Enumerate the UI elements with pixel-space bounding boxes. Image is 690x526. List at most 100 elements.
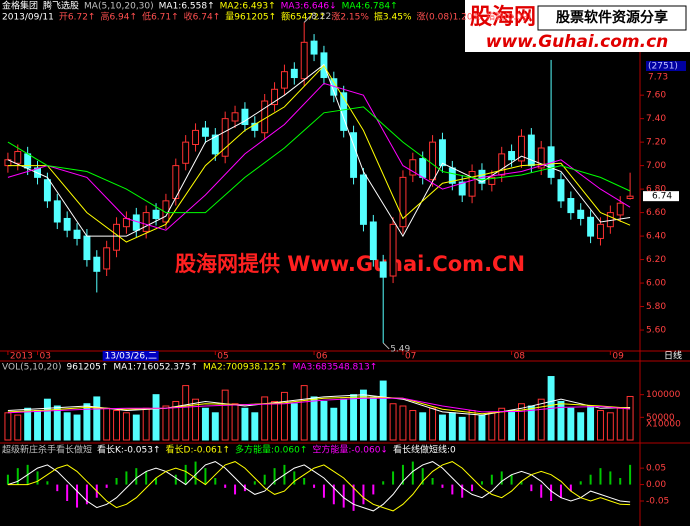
candle-body (458, 181, 466, 196)
cursor-label: 13/03/26,二 (105, 352, 157, 362)
header-item: 指数(0.09) (486, 11, 531, 23)
header-item: MA1:716052.375↑ (113, 363, 198, 373)
volume-bar (290, 403, 298, 441)
volume-bar (587, 405, 595, 441)
header-item: MA3:6.646↓ (281, 2, 337, 12)
volume-bar (399, 405, 407, 441)
header-item: MA4:6.784↑ (342, 2, 398, 12)
y-tick-label: 6.40 (646, 232, 666, 242)
header-item: 看长线做短线:0 (393, 444, 456, 456)
volume-bar (14, 414, 22, 441)
y-tick-label: 6.00 (646, 279, 666, 289)
volume-bar (429, 407, 437, 441)
candle-body (310, 40, 318, 55)
volume-ma-line (7, 397, 631, 414)
header-item: MA(5,10,20,30) (84, 2, 154, 12)
x-tick-label: 2013 (10, 352, 33, 362)
candle-body (399, 176, 407, 228)
volume-bar (330, 407, 338, 441)
logo-name: 股海网 (470, 4, 536, 30)
volume-bar (251, 412, 259, 441)
volume-bar (73, 414, 81, 441)
candle-body (498, 153, 506, 176)
y-tick-label: 0.00 (646, 480, 666, 490)
y-tick-label: 7.00 (646, 161, 666, 171)
volume-bar (537, 398, 545, 441)
annotation-leader (303, 15, 311, 23)
candle-body (113, 223, 121, 251)
candle-body (300, 41, 308, 80)
volume-bar (113, 410, 121, 441)
header-item: 高6.94↑ (100, 11, 137, 23)
header-item: 额65472↑ (281, 11, 326, 23)
volume-bar (280, 391, 288, 441)
candle-body (103, 247, 111, 270)
logo-slogan: 股票软件资源分享 (556, 9, 668, 26)
y-tick-label: 7.40 (646, 114, 666, 124)
candle-body (280, 71, 288, 89)
candle-body (83, 235, 91, 261)
candle-body (488, 176, 496, 185)
volume-bar (320, 400, 328, 441)
candle-body (231, 112, 239, 122)
volume-bar (241, 407, 249, 441)
candle-body (587, 216, 595, 237)
candle-body (132, 214, 140, 231)
candle-body (527, 134, 535, 167)
volume-bar (438, 414, 446, 441)
header-item: VOL(5,10,20) (2, 363, 61, 373)
volume-bar (34, 410, 41, 441)
volume-bar (300, 385, 308, 441)
volume-bar (43, 398, 51, 441)
volume-bar (201, 407, 209, 441)
volume-bar (152, 394, 160, 441)
candle-body (43, 179, 51, 202)
axis-note: 7.73 (648, 73, 668, 83)
y-tick-label: 6.80 (646, 185, 666, 195)
candle-body (438, 139, 446, 167)
candle-body (73, 229, 81, 239)
logo-slogan-box (537, 5, 687, 31)
x-tick-label: 05 (217, 352, 228, 362)
volume-bar (488, 412, 496, 441)
candle-body (468, 170, 476, 197)
volume-bar (162, 405, 170, 441)
volume-bar (172, 400, 180, 441)
header-item: MA3:683548.813↑ (293, 363, 378, 373)
candle-body (508, 151, 516, 161)
ma-line (7, 64, 631, 243)
volume-bar (517, 403, 525, 441)
x-tick-label: 06 (316, 352, 328, 362)
header-item: 量961205↑ (225, 12, 276, 23)
candle-body (221, 118, 229, 157)
candle-body (537, 147, 545, 169)
candle-body (271, 88, 279, 106)
volume-bar (577, 412, 585, 441)
indicator-line (7, 461, 631, 512)
volume-bar (182, 385, 190, 441)
ma-line (7, 63, 631, 238)
volume-bar (261, 396, 269, 441)
header-item: 空方能量:-0.060↓ (312, 444, 388, 456)
volume-bar (142, 407, 150, 441)
candle-body (409, 159, 417, 176)
volume-bar (498, 407, 506, 441)
volume-bar (369, 396, 377, 441)
candle-body (340, 92, 348, 131)
indicator-line (7, 461, 631, 512)
volume-bar (132, 414, 140, 441)
axis-note: (2751) (648, 62, 678, 72)
logo-url: www.Guhai.com.cn (486, 32, 669, 52)
header-item: 涨(0.08)1.20% (417, 12, 482, 23)
x-tick-label: 08 (514, 352, 526, 362)
header-item: 961205↑ (66, 363, 108, 373)
candle-body (122, 217, 130, 228)
volume-bar (606, 412, 614, 441)
header-item: MA1:6.558↑ (159, 2, 215, 12)
candle-body (53, 200, 61, 223)
volume-bar (597, 410, 604, 441)
candle-body (567, 198, 575, 214)
y-tick-label: 7.20 (646, 138, 666, 148)
candle-body (626, 195, 634, 200)
